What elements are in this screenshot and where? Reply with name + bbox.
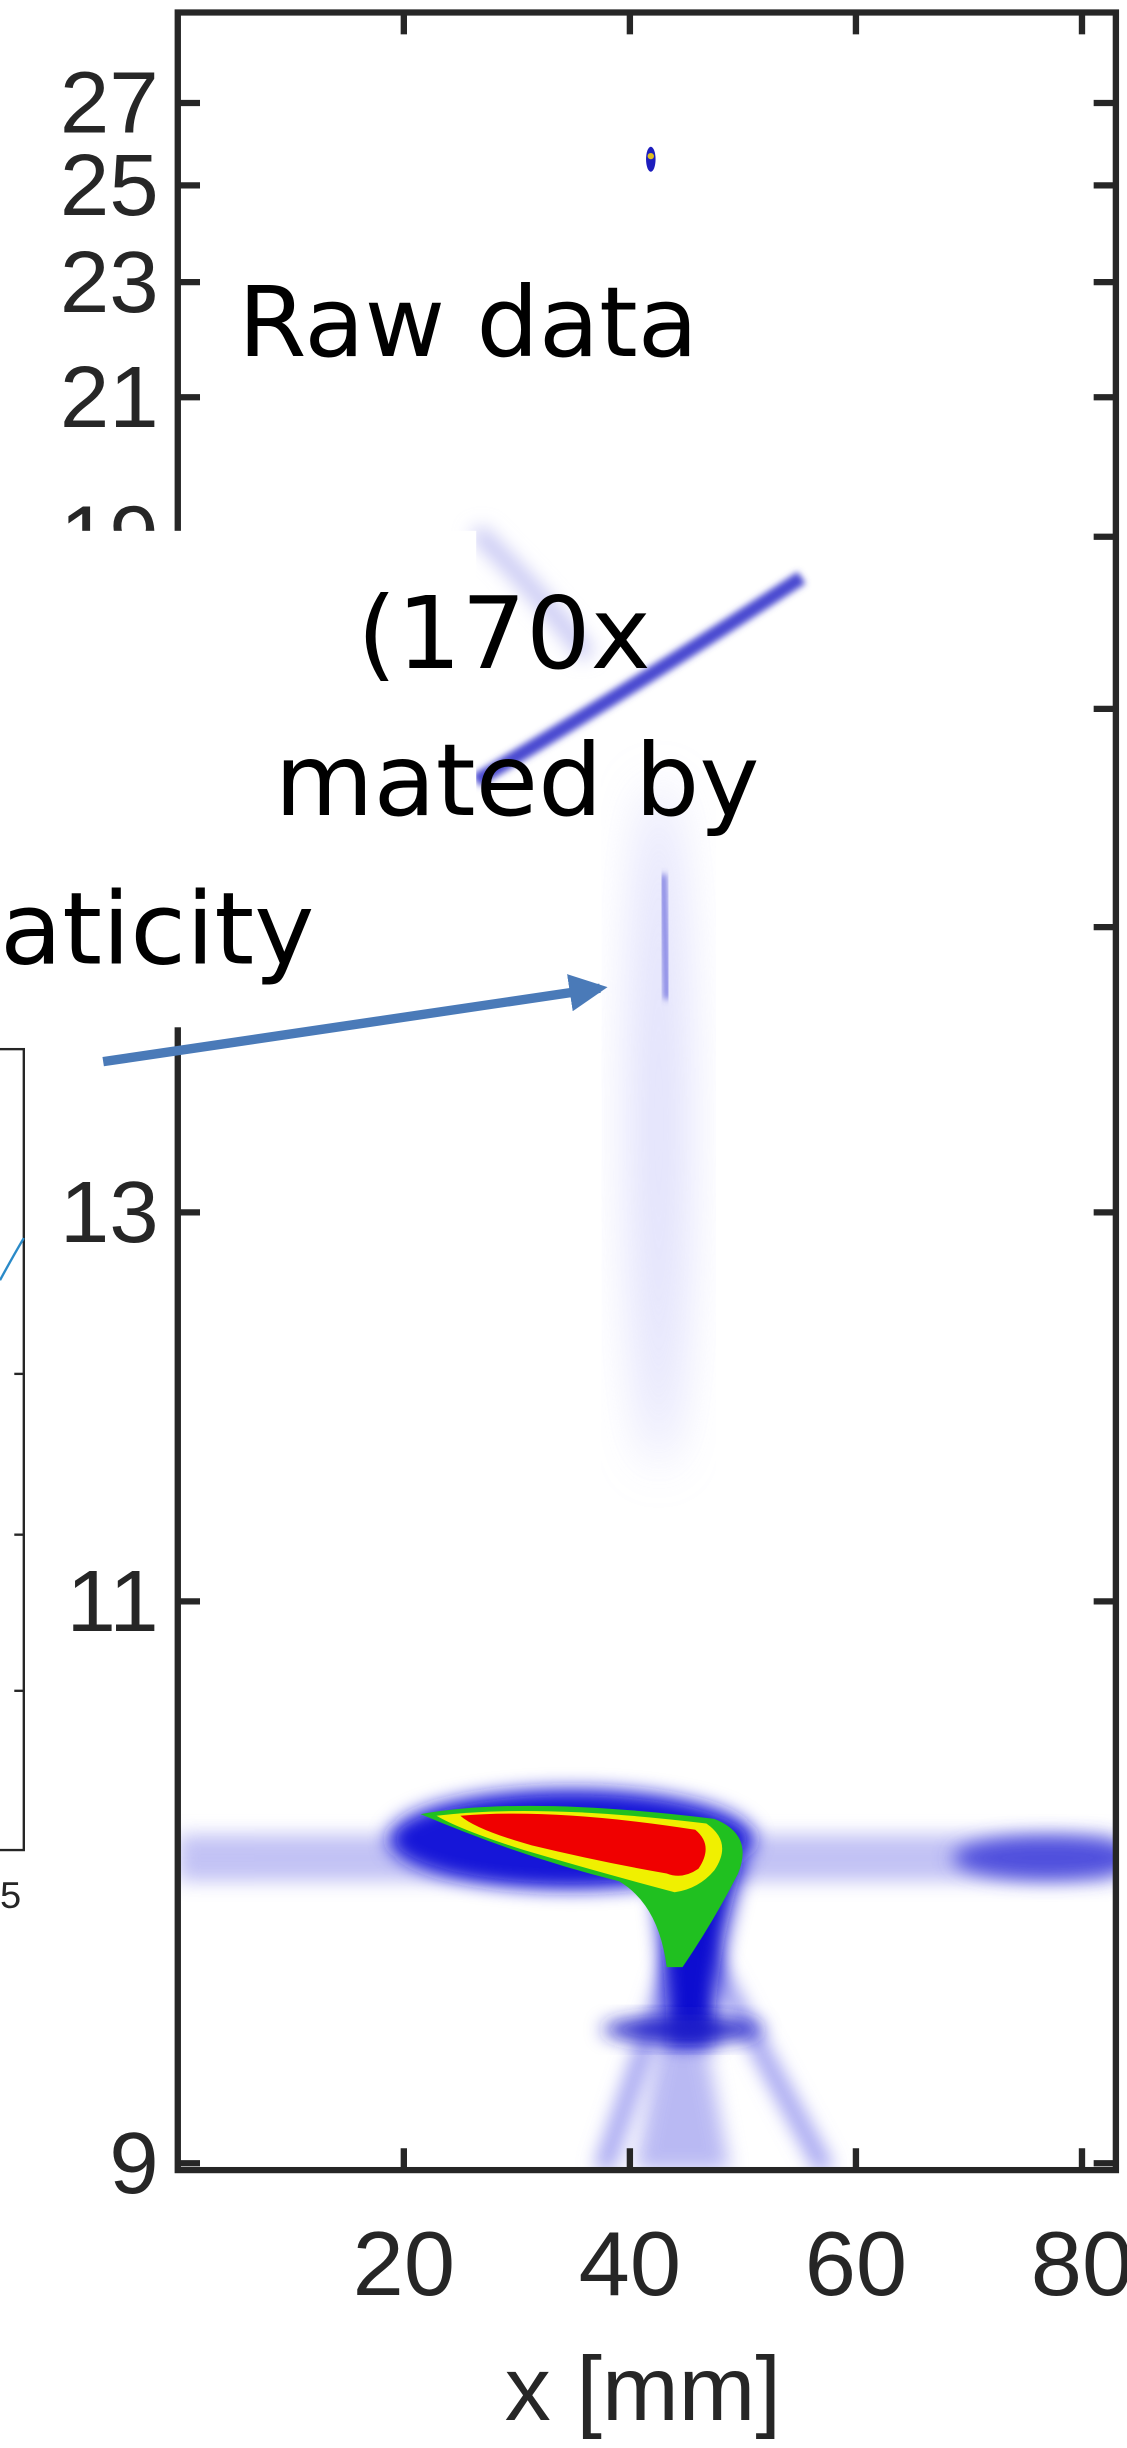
- annotation-box: [0, 530, 477, 1028]
- y-tick-label: 11: [66, 1552, 158, 1650]
- y-tick-label: 9: [109, 2114, 158, 2212]
- annotation-line: mated by: [275, 722, 760, 839]
- inset-tick-label: 5: [0, 1875, 21, 1917]
- y-tick-label: 23: [60, 232, 159, 330]
- axes-frame: [174, 9, 1120, 2174]
- x-tick-label: 20: [353, 2214, 455, 2315]
- y-tick-label: 13: [60, 1163, 159, 1261]
- x-tick-label: 60: [805, 2214, 907, 2315]
- annotation-line: aticity: [0, 870, 314, 987]
- y-tick-label: 21: [60, 348, 159, 446]
- raw-image: [177, 146, 1116, 2171]
- x-tick-label: 80: [1031, 2214, 1127, 2315]
- y-tick-label: 25: [60, 136, 159, 234]
- y-tick-label: 27: [60, 53, 159, 151]
- x-tick-label: 40: [579, 2214, 681, 2315]
- x-axis-label: x [mm]: [505, 2339, 781, 2440]
- annotation-line: (170x: [357, 575, 651, 692]
- arrow: [102, 974, 608, 1067]
- panel-title: Raw data: [238, 267, 698, 380]
- inset: 5: [0, 1047, 26, 1917]
